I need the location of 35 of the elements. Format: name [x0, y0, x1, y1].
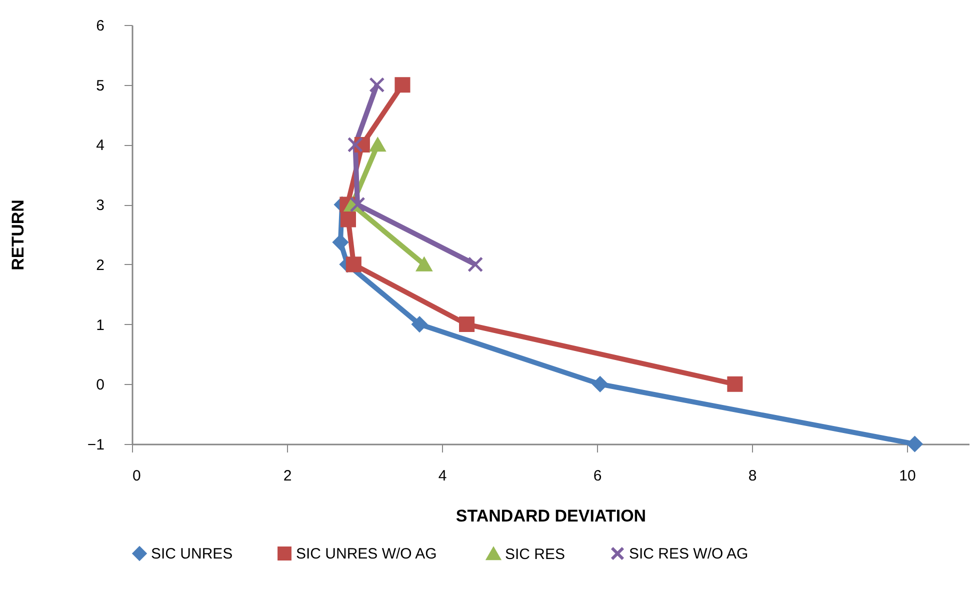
y-tick-label: 0 — [96, 376, 104, 394]
point — [332, 234, 348, 250]
y-tick-label: 4 — [96, 137, 104, 154]
x-tick-label: 0 — [132, 468, 141, 484]
point — [468, 256, 484, 272]
x-tick-label: 6 — [593, 468, 602, 484]
point — [369, 77, 385, 93]
legend-label: SIC UNRES W/O AG — [296, 546, 437, 563]
x-axis-title: STANDARD DEVIATION — [456, 506, 646, 526]
legend-label: SIC RES — [505, 546, 566, 563]
y-tick-label: 6 — [96, 18, 104, 34]
y-tick-label: 2 — [96, 256, 104, 274]
point — [416, 258, 432, 272]
y-tick-label: 3 — [96, 197, 104, 214]
x-tick-label: 8 — [748, 468, 757, 484]
y-tick-label: 1 — [96, 316, 104, 334]
point — [459, 316, 475, 332]
legend-label: SIC UNRES — [151, 546, 233, 563]
point — [346, 256, 362, 272]
x-tick-label: 4 — [438, 468, 447, 484]
point — [394, 77, 410, 93]
point — [350, 196, 366, 212]
x-tick-label: 2 — [283, 468, 292, 484]
point — [412, 316, 428, 332]
x-tick-label: 10 — [899, 468, 916, 484]
legend-label: SIC RES W/O AG — [629, 546, 748, 563]
y-tick-label: −1 — [87, 436, 104, 454]
point — [340, 212, 356, 228]
y-axis-title: RETURN — [8, 200, 28, 270]
point — [347, 136, 363, 152]
point — [906, 436, 923, 452]
point — [727, 376, 743, 392]
y-tick-label: 5 — [96, 77, 104, 94]
point — [370, 138, 386, 152]
point — [592, 376, 608, 392]
